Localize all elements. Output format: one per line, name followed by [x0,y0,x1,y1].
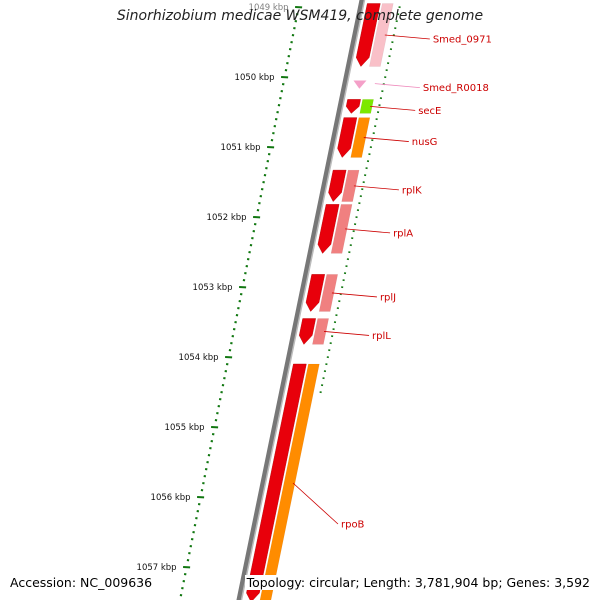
leader-line [292,482,339,525]
gene-label-smed_r0018: Smed_R0018 [423,83,489,94]
gene-arrow-rpla [317,204,340,254]
gene-arrow-rplj [305,274,325,312]
backbone-line [236,0,365,600]
feature-bar-sece [359,99,374,114]
genes-label: Genes: [506,575,551,590]
genome-backbone [236,0,366,600]
accession-info: Accession: NC_009636 [8,575,155,590]
kbp-tick-label: 1053 kbp [193,283,233,293]
gene-label-rpla: rplA [393,228,413,239]
gene-arrow-rpob [246,363,307,600]
genes-value: 3,592 [554,575,590,590]
gene-label-rplk: rplK [402,185,422,196]
gene-label-rpll: rplL [372,331,391,342]
leader-line [324,331,370,336]
gene-track [246,3,394,600]
accession-value: NC_009636 [80,575,153,590]
leader-line [370,106,416,111]
gene-label-smed_0971: Smed_0971 [433,35,492,46]
gene-arrow-smed_0971 [356,3,381,67]
sep-2: ; [498,575,507,590]
kbp-tick-label: 1050 kbp [235,73,275,83]
gene-arrow-rpll [299,318,316,345]
gene-arrow-sece [345,99,361,114]
leader-line [345,228,391,234]
kbp-tick-label: 1054 kbp [179,353,219,363]
genome-summary: Topology: circular; Length: 3,781,904 bp… [244,575,592,590]
gene-arrow-nusg [337,117,358,158]
kbp-tick-label: 1049 kbp [249,3,289,13]
kbp-tick-label: 1056 kbp [151,493,191,503]
feature-bar-nusg [350,117,371,158]
sep-1: ; [355,575,364,590]
feature-bar-rplj [318,274,338,312]
feature-bar-rpla [330,204,353,254]
feature-bar-rplk [341,169,360,202]
kbp-tick-label: 1052 kbp [207,213,247,223]
kbp-tick-label: 1055 kbp [165,423,205,433]
topology-value: circular [309,575,356,590]
kbp-tick-label: 1051 kbp [221,143,261,153]
leader-line [363,137,409,142]
leader-line [384,34,430,40]
leader-line [374,83,420,89]
gene-labels: Smed_0971 Smed_R0018 secE nusG rplK rplA rplJ r… [292,34,492,531]
gene-arrow-smed_r0018 [353,80,367,89]
gene-arrow-rplk [328,169,347,202]
feature-bar-smed_0971 [369,3,394,67]
leader-line [353,185,399,191]
length-value: 3,781,904 bp [414,575,499,590]
feature-bar-rpob [259,363,320,600]
kbp-tick-label: 1057 kbp [137,563,177,573]
gene-label-sece: secE [418,106,441,117]
topology-label: Topology: [246,575,306,590]
gene-label-rplj: rplJ [380,292,396,303]
feature-bar-rpll [312,318,329,345]
gene-label-rpob: rpoB [341,520,365,531]
backbone-highlight [240,0,366,600]
map-title: Sinorhizobium medicae WSM419, complete g… [116,8,484,24]
accession-label: Accession: [10,575,77,590]
kbp-scale: 1049 kbp 1050 kbp 1051 kbp 1052 kbp 1053 kbp… [137,3,401,597]
gene-label-nusg: nusG [412,137,438,148]
leader-line [331,292,377,298]
length-label: Length: [363,575,411,590]
